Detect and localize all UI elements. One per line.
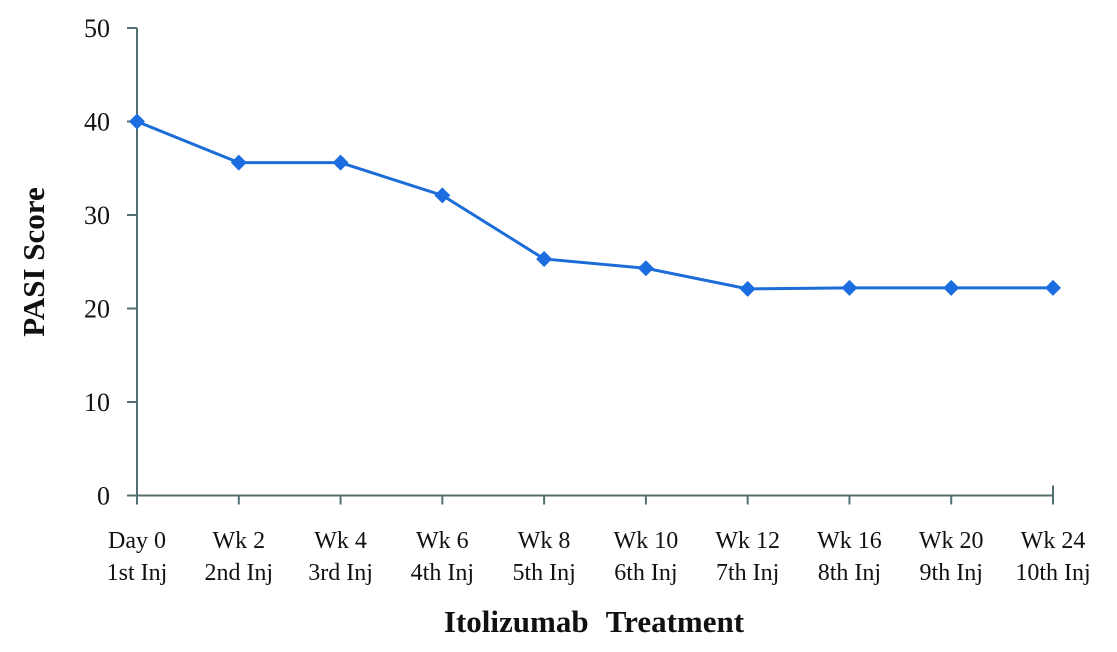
x-axis-title: Itolizumab Treatment [444,604,745,639]
data-point-marker [739,280,756,297]
data-point-marker [129,113,145,130]
data-point-marker [637,260,654,277]
data-point-marker [536,250,553,267]
x-category-sublabel: 4th Inj [411,560,474,586]
y-tick-label: 50 [84,14,110,43]
x-category-label: Wk 12 [715,528,780,554]
x-category-label: Wk 16 [817,528,882,554]
x-category-label: Wk 24 [1021,528,1086,554]
x-category-label: Wk 6 [416,528,469,554]
x-category-label: Wk 4 [314,528,367,554]
x-category-sublabel: 10th Inj [1015,560,1090,586]
x-category-sublabel: 9th Inj [920,560,983,586]
x-category-sublabel: 6th Inj [614,560,677,586]
x-category-sublabel: 5th Inj [512,560,575,586]
x-category-sublabel: 1st Inj [107,560,168,586]
series-line [136,120,1053,291]
data-point-marker [1045,279,1061,296]
x-category-sublabel: 2nd Inj [204,560,273,586]
data-point-marker [332,154,349,171]
x-category-label: Wk 20 [919,528,984,554]
data-point-marker [841,279,858,296]
y-axis-title: PASI Score [16,187,51,337]
chart-plot-area: 0 10 20 30 40 50 Day 0 1st Inj Wk 2 2nd Inj Wk 4 3r… [84,14,1091,586]
x-category-sublabel: 7th Inj [716,560,779,586]
x-category-sublabel: 8th Inj [818,560,881,586]
y-tick-label: 10 [84,388,110,417]
y-tick-label: 0 [97,482,110,511]
data-point-marker [434,187,451,204]
y-tick-label: 20 [84,295,110,324]
x-category-label: Day 0 [108,528,166,554]
x-category-sublabel: 3rd Inj [308,560,373,586]
y-tick-label: 40 [84,108,110,137]
data-point-marker [943,279,960,296]
y-tick-label: 30 [84,201,110,230]
data-point-marker [230,154,247,171]
x-category-label: Wk 2 [212,528,265,554]
x-category-label: Wk 10 [614,528,679,554]
x-category-label: Wk 8 [518,528,571,554]
